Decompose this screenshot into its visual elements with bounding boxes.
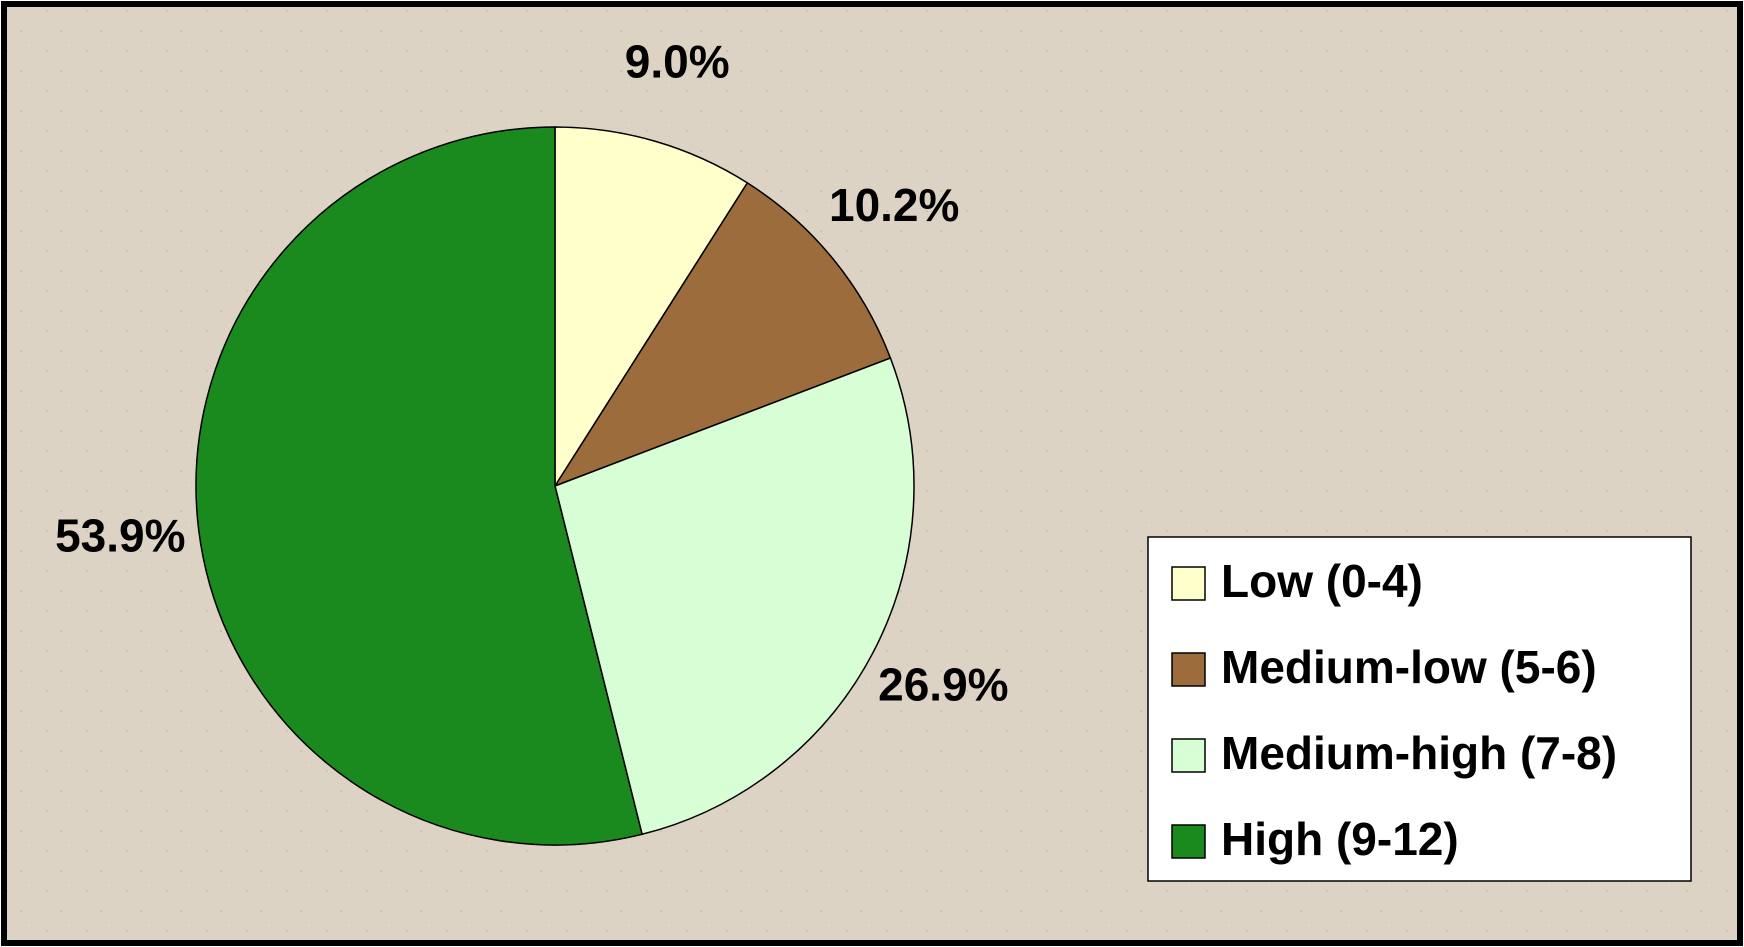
legend-swatch — [1171, 652, 1206, 687]
pie-slice — [554, 126, 749, 489]
legend-box — [1147, 536, 1692, 882]
pie-slice — [554, 357, 915, 836]
pie-slice — [553, 181, 892, 488]
legend-swatch — [1171, 824, 1206, 859]
data-label: 10.2% — [829, 179, 959, 231]
legend-swatch — [1171, 566, 1206, 601]
legend: Low (0-4) Medium-low (5-6) Medium-high (7-… — [1147, 536, 1692, 882]
data-label: 9.0% — [625, 36, 730, 88]
legend-label: Medium-low (5-6) — [1221, 641, 1597, 693]
data-label: 53.9% — [55, 510, 185, 562]
legend-label: Low (0-4) — [1221, 555, 1423, 607]
legend-label: Medium-high (7-8) — [1221, 727, 1617, 779]
pie-slice — [195, 126, 644, 846]
data-label: 26.9% — [878, 659, 1008, 711]
legend-swatch — [1171, 738, 1206, 773]
pie: 9.0% 10.2% 26.9% 53.9% — [55, 36, 1009, 846]
legend-label: High (9-12) — [1221, 813, 1459, 865]
